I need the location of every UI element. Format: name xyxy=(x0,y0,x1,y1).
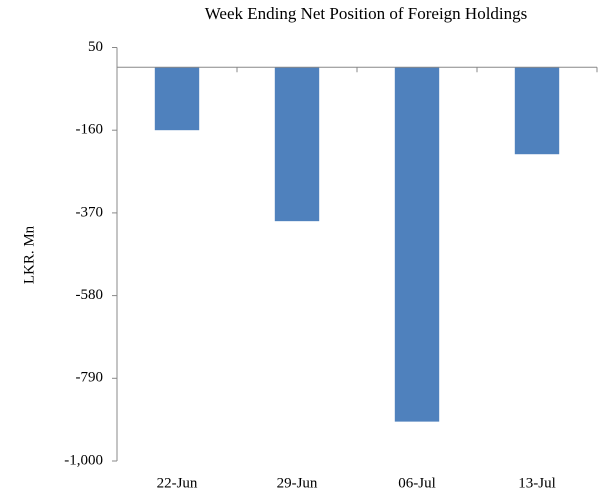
x-tick-label: 13-Jul xyxy=(518,475,556,491)
y-tick-label: -1,000 xyxy=(64,452,103,468)
y-tick-label: 50 xyxy=(88,39,103,55)
y-tick-label: -790 xyxy=(76,370,104,386)
y-tick-label: -580 xyxy=(76,287,104,303)
x-tick-label: 06-Jul xyxy=(398,475,436,491)
x-tick-label: 22-Jun xyxy=(157,475,198,491)
bar xyxy=(274,67,320,222)
y-tick-label: -160 xyxy=(76,122,104,138)
y-axis-label: LKR. Mn xyxy=(21,225,37,284)
bar xyxy=(394,67,440,422)
x-tick-label: 29-Jun xyxy=(277,475,318,491)
bar xyxy=(514,67,560,155)
chart-title: Week Ending Net Position of Foreign Hold… xyxy=(205,4,528,23)
y-tick-label: -370 xyxy=(76,204,104,220)
bar xyxy=(154,67,200,131)
